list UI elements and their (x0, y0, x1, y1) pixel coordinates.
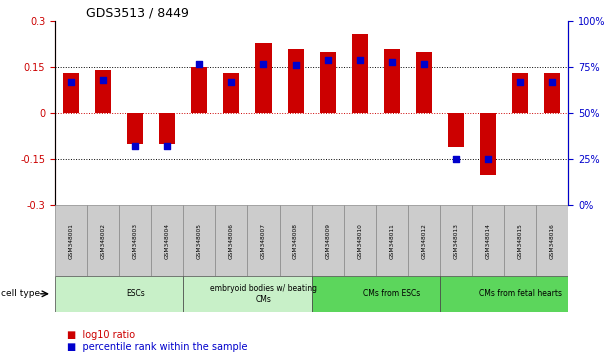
Bar (312, 205, 343, 276)
Bar (472, 205, 504, 276)
Text: GSM348015: GSM348015 (518, 223, 522, 259)
Bar (183, 276, 312, 312)
Bar (440, 205, 472, 276)
Point (66, 79, 76, 85)
Point (98, 77, 108, 83)
Point (387, 59, 397, 64)
Text: ■  log10 ratio: ■ log10 ratio (67, 330, 135, 339)
Text: GSM348013: GSM348013 (453, 223, 458, 259)
Bar (480, 113, 496, 175)
Bar (408, 205, 440, 276)
Text: CMs from fetal hearts: CMs from fetal hearts (478, 289, 562, 298)
Bar (376, 205, 408, 276)
Bar (255, 43, 271, 113)
Bar (119, 205, 152, 276)
Text: GSM348006: GSM348006 (229, 223, 234, 259)
Bar (288, 49, 304, 113)
Text: GSM348007: GSM348007 (261, 223, 266, 259)
Text: GDS3513 / 8449: GDS3513 / 8449 (86, 6, 188, 19)
Bar (343, 205, 376, 276)
Point (451, 156, 461, 162)
Bar (512, 73, 528, 113)
Bar (536, 205, 568, 276)
Bar (55, 205, 87, 276)
Bar (440, 276, 568, 312)
Text: ESCs: ESCs (126, 289, 145, 298)
Bar (320, 52, 335, 113)
Point (227, 79, 236, 85)
Point (355, 57, 365, 63)
Point (515, 79, 525, 85)
Point (258, 61, 268, 67)
Point (547, 79, 557, 85)
Bar (159, 113, 175, 144)
Bar (183, 205, 216, 276)
Point (323, 57, 332, 63)
Point (291, 63, 301, 68)
Bar (127, 113, 143, 144)
Bar (416, 52, 432, 113)
Bar (312, 276, 440, 312)
Bar (191, 67, 207, 113)
Text: GSM348014: GSM348014 (486, 223, 491, 259)
Bar (63, 73, 79, 113)
Bar (152, 205, 183, 276)
Bar (224, 73, 240, 113)
Text: GSM348005: GSM348005 (197, 223, 202, 259)
Text: GSM348016: GSM348016 (550, 223, 555, 258)
Text: cell type: cell type (1, 289, 40, 298)
Point (483, 156, 493, 162)
Point (194, 61, 204, 67)
Point (163, 144, 172, 149)
Bar (55, 276, 183, 312)
Bar (448, 113, 464, 147)
Text: GSM348011: GSM348011 (389, 223, 394, 258)
Point (419, 61, 429, 67)
Text: GSM348002: GSM348002 (101, 223, 106, 259)
Bar (87, 205, 119, 276)
Text: CMs from ESCs: CMs from ESCs (363, 289, 420, 298)
Text: GSM348004: GSM348004 (165, 223, 170, 259)
Text: GSM348012: GSM348012 (422, 223, 426, 259)
Bar (544, 73, 560, 113)
Point (130, 144, 140, 149)
Bar (247, 205, 280, 276)
Bar (504, 205, 536, 276)
Bar (95, 70, 111, 113)
Text: GSM348008: GSM348008 (293, 223, 298, 259)
Bar (352, 34, 368, 113)
Text: embryoid bodies w/ beating
CMs: embryoid bodies w/ beating CMs (210, 284, 317, 303)
Text: ■  percentile rank within the sample: ■ percentile rank within the sample (67, 342, 247, 352)
Text: GSM348003: GSM348003 (133, 223, 137, 259)
Text: GSM348001: GSM348001 (68, 223, 73, 259)
Text: GSM348009: GSM348009 (325, 223, 330, 259)
Text: GSM348010: GSM348010 (357, 223, 362, 259)
Bar (216, 205, 247, 276)
Bar (384, 49, 400, 113)
Bar (280, 205, 312, 276)
